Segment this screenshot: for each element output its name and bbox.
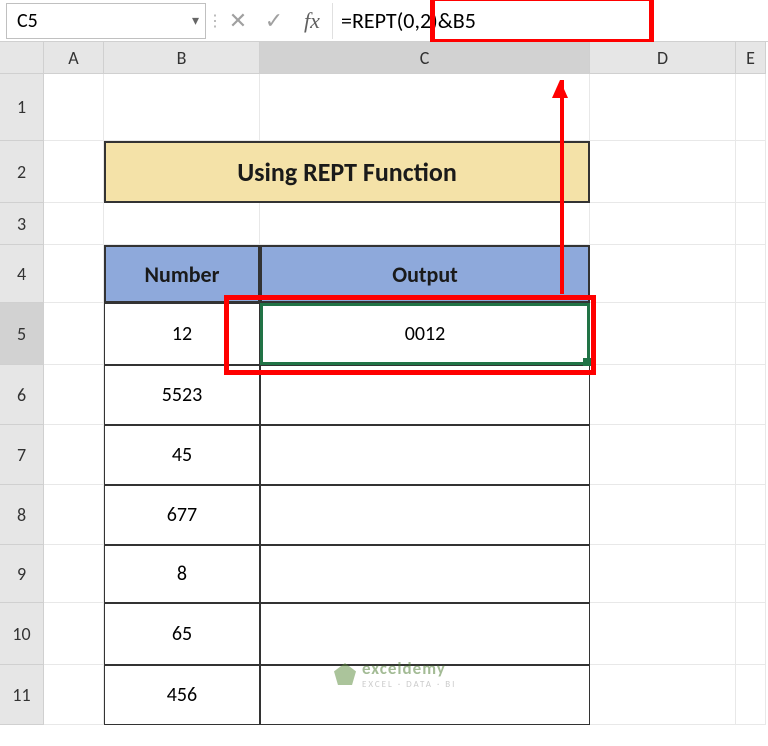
cell-a6[interactable] [44, 365, 104, 425]
cell-d3[interactable] [590, 203, 736, 245]
header-number[interactable]: Number [104, 245, 260, 303]
enter-icon[interactable]: ✓ [256, 3, 292, 39]
watermark-brand: exceldemy [362, 658, 456, 679]
row-header-3[interactable]: 3 [0, 203, 44, 245]
col-header-e[interactable]: E [736, 42, 766, 74]
cell-a8[interactable] [44, 485, 104, 545]
row-header-7[interactable]: 7 [0, 425, 44, 485]
cell-d2[interactable] [590, 141, 736, 203]
cell-b3[interactable] [104, 203, 260, 245]
cell-e9[interactable] [736, 545, 766, 603]
cell-c9[interactable] [260, 545, 590, 603]
cell-e4[interactable] [736, 245, 766, 303]
title-cell[interactable]: Using REPT Function [104, 141, 590, 203]
select-all-corner[interactable] [0, 42, 44, 74]
column-headers: A B C D E [44, 42, 768, 74]
cell-d5[interactable] [590, 303, 736, 365]
cell-b6[interactable]: 5523 [104, 365, 260, 425]
header-output[interactable]: Output [260, 245, 590, 303]
formula-bar: C5 ▾ ⋮ ✕ ✓ fx =REPT(0,2)&B5 [0, 0, 768, 42]
cell-a3[interactable] [44, 203, 104, 245]
watermark-tag: EXCEL · DATA · BI [362, 679, 456, 690]
cell-a9[interactable] [44, 545, 104, 603]
name-box[interactable]: C5 ▾ [6, 3, 206, 39]
cell-d9[interactable] [590, 545, 736, 603]
cell-e2[interactable] [736, 141, 766, 203]
fx-icon[interactable]: fx [292, 8, 332, 34]
cell-d4[interactable] [590, 245, 736, 303]
col-header-d[interactable]: D [590, 42, 736, 74]
col-header-a[interactable]: A [44, 42, 104, 74]
col-header-b[interactable]: B [104, 42, 260, 74]
cell-d8[interactable] [590, 485, 736, 545]
divider: ⋮ [210, 3, 220, 39]
cell-e5[interactable] [736, 303, 766, 365]
cell-a11[interactable] [44, 665, 104, 725]
row-header-9[interactable]: 9 [0, 545, 44, 603]
row-header-2[interactable]: 2 [0, 141, 44, 203]
row-header-6[interactable]: 6 [0, 365, 44, 425]
cell-b9[interactable]: 8 [104, 545, 260, 603]
cell-e3[interactable] [736, 203, 766, 245]
row-header-4[interactable]: 4 [0, 245, 44, 303]
formula-text: =REPT(0,2)&B5 [341, 7, 476, 34]
cell-e6[interactable] [736, 365, 766, 425]
cell-c1[interactable] [260, 74, 590, 141]
cell-e11[interactable] [736, 665, 766, 725]
row-header-10[interactable]: 10 [0, 603, 44, 665]
cell-b10[interactable]: 65 [104, 603, 260, 665]
row-header-11[interactable]: 11 [0, 665, 44, 725]
cell-a4[interactable] [44, 245, 104, 303]
name-box-dropdown-icon[interactable]: ▾ [192, 12, 199, 29]
cell-b11[interactable]: 456 [104, 665, 260, 725]
cell-d11[interactable] [590, 665, 736, 725]
cell-c10[interactable] [260, 603, 590, 665]
cell-e8[interactable] [736, 485, 766, 545]
cell-d1[interactable] [590, 74, 736, 141]
cell-c7[interactable] [260, 425, 590, 485]
cell-b1[interactable] [104, 74, 260, 141]
cancel-icon[interactable]: ✕ [220, 3, 256, 39]
watermark-icon [334, 663, 356, 685]
cell-c5[interactable]: 0012 [260, 303, 590, 365]
row-header-1[interactable]: 1 [0, 74, 44, 141]
cell-a7[interactable] [44, 425, 104, 485]
cell-e7[interactable] [736, 425, 766, 485]
cell-b5[interactable]: 12 [104, 303, 260, 365]
row-headers: 1 2 3 4 5 6 7 8 9 10 11 [0, 42, 44, 746]
cell-c6[interactable] [260, 365, 590, 425]
cell-d10[interactable] [590, 603, 736, 665]
cell-a5[interactable] [44, 303, 104, 365]
cells-area: Using REPT Function Number Output [44, 74, 768, 725]
formula-input[interactable]: =REPT(0,2)&B5 [332, 3, 768, 39]
cell-a2[interactable] [44, 141, 104, 203]
cell-c3[interactable] [260, 203, 590, 245]
row-header-8[interactable]: 8 [0, 485, 44, 545]
watermark: exceldemy EXCEL · DATA · BI [334, 658, 456, 690]
grid: A B C D E Using REPT Function [44, 42, 768, 746]
row-header-5[interactable]: 5 [0, 303, 44, 365]
cell-b8[interactable]: 677 [104, 485, 260, 545]
cell-a1[interactable] [44, 74, 104, 141]
cell-b7[interactable]: 45 [104, 425, 260, 485]
col-header-c[interactable]: C [260, 42, 590, 74]
cell-a10[interactable] [44, 603, 104, 665]
cell-e10[interactable] [736, 603, 766, 665]
name-box-value: C5 [17, 9, 38, 33]
spreadsheet: 1 2 3 4 5 6 7 8 9 10 11 A B C D E [0, 42, 768, 746]
cell-d6[interactable] [590, 365, 736, 425]
cell-e1[interactable] [736, 74, 766, 141]
cell-d7[interactable] [590, 425, 736, 485]
cell-c8[interactable] [260, 485, 590, 545]
